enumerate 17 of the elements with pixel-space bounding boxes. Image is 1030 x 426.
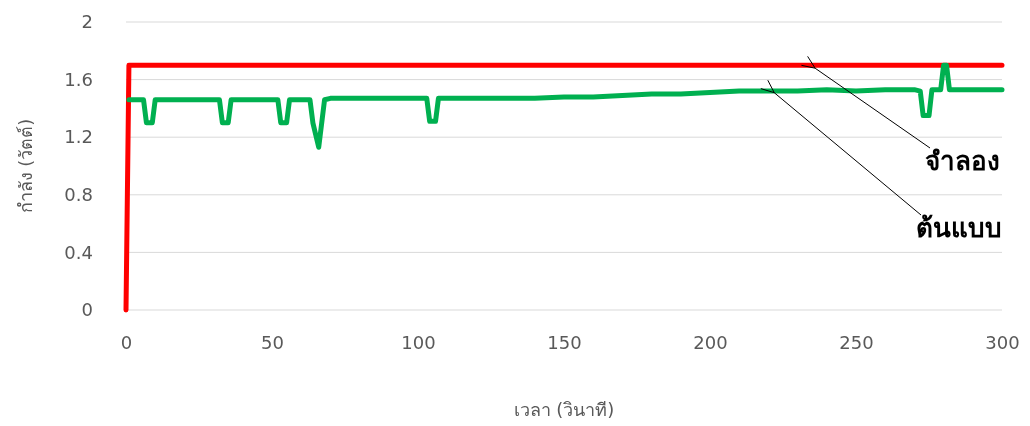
x-tick-label: 250 <box>839 332 874 354</box>
annotation: ต้นแบบ <box>916 213 1002 243</box>
x-tick-label: 50 <box>261 332 284 354</box>
x-axis-title: เวลา (วินาที) <box>513 399 615 420</box>
y-tick-label: 1.2 <box>64 126 93 148</box>
y-tick-label: 2 <box>81 11 93 33</box>
x-tick-label: 100 <box>401 332 436 354</box>
x-tick-label: 0 <box>120 332 133 354</box>
y-tick-label: 0.8 <box>64 184 93 206</box>
x-tick-label: 300 <box>985 332 1020 354</box>
y-tick-label: 0.4 <box>64 241 93 263</box>
x-tick-label: 200 <box>693 332 728 354</box>
y-tick-label: 1.6 <box>64 68 93 90</box>
y-tick-label: 0 <box>81 299 93 321</box>
annotation: จำลอง <box>925 146 1000 176</box>
x-tick-label: 150 <box>547 332 582 354</box>
y-axis-title: กำลัง (วัตต์) <box>15 118 36 214</box>
